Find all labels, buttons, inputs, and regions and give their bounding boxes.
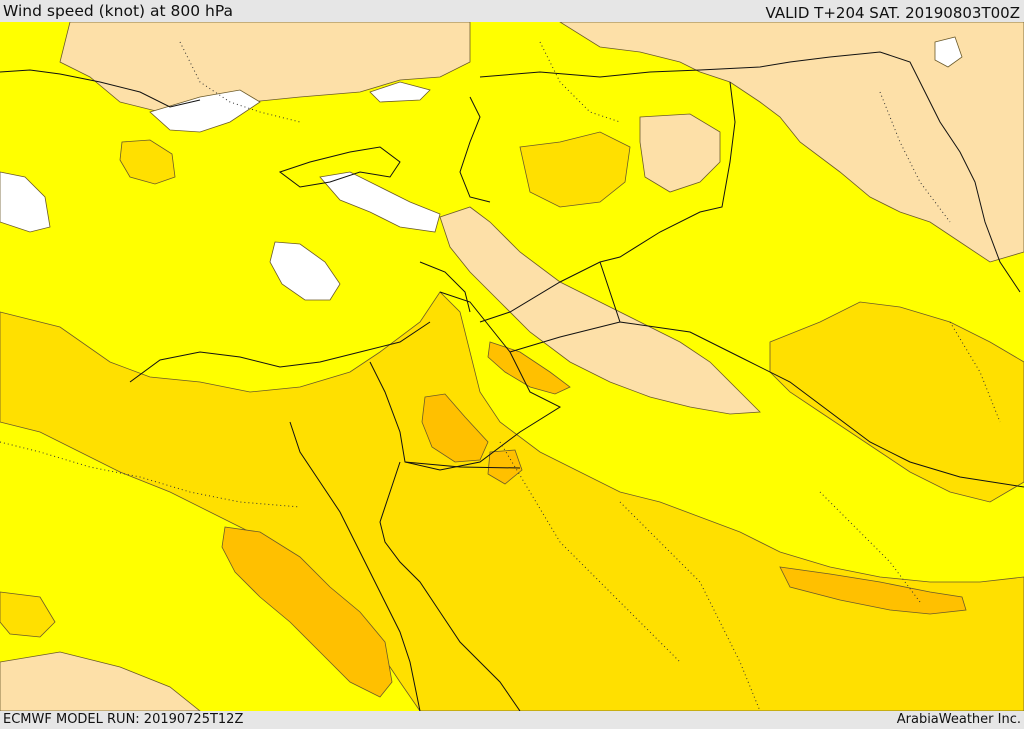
calm-north-coast [369, 81, 431, 103]
calm-anatolia [149, 89, 261, 133]
map-title: Wind speed (knot) at 800 hPa [3, 2, 234, 20]
strong-wind-regions [221, 341, 967, 698]
country-borders [0, 51, 1024, 711]
gold-egypt-west [0, 291, 1024, 711]
credit-label: ArabiaWeather Inc. [896, 712, 1021, 727]
valid-time: VALID T+204 SAT. 20190803T00Z [765, 4, 1020, 22]
admin-boundaries [0, 41, 1001, 711]
model-run-label: ECMWF MODEL RUN: 20190725T12Z [3, 712, 244, 727]
peach-northeast [559, 22, 1024, 263]
calm-med-blob [269, 241, 341, 301]
peach-east-small [639, 113, 721, 193]
moderate-wind-regions [0, 131, 1024, 711]
calm-lake [934, 36, 963, 68]
peach-southwest [0, 651, 201, 711]
orange-jordan [421, 393, 489, 463]
calm-west [0, 171, 51, 233]
gold-syria-patch [519, 131, 631, 208]
wind-speed-map [0, 22, 1024, 711]
orange-iraq-band [779, 566, 967, 615]
map-footer: ECMWF MODEL RUN: 20190725T12Z ArabiaWeat… [0, 711, 1024, 729]
orange-red-sea [221, 526, 393, 698]
calm-cyprus-band [319, 171, 441, 233]
gold-med-blob [119, 139, 176, 185]
orange-small [487, 449, 523, 485]
gold-left-blob [0, 591, 56, 638]
orange-ne [487, 341, 571, 395]
gold-east-iraq [769, 301, 1024, 503]
calm-regions [0, 36, 963, 467]
map-header: Wind speed (knot) at 800 hPa VALID T+204… [0, 0, 1024, 22]
